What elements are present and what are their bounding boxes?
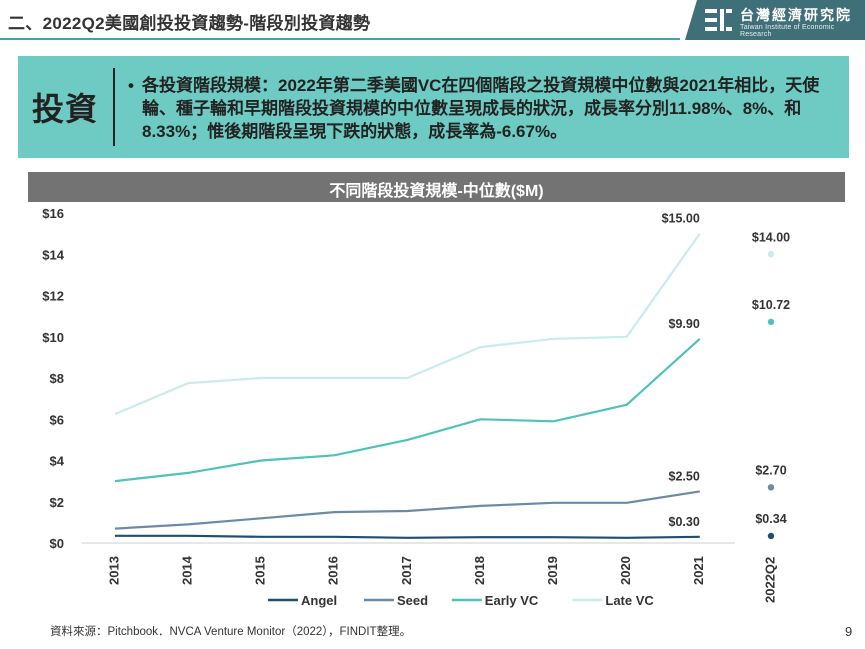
y-tick-label: $12	[42, 289, 64, 304]
data-label-2021: $15.00	[662, 212, 700, 226]
x-tick-label: 2017	[399, 556, 414, 585]
y-tick-label: $2	[50, 495, 64, 510]
data-label-2022q2: $14.00	[752, 230, 790, 244]
summary-label: 投資	[32, 91, 99, 127]
series-line-angel	[115, 534, 700, 539]
chart-title-banner: 不同階段投資規模-中位數($M)	[28, 172, 845, 202]
logo-text: 台灣經濟研究院	[740, 7, 852, 23]
legend-label: Late VC	[605, 593, 654, 608]
y-tick-label: $10	[42, 330, 64, 345]
x-tick-label: 2020	[618, 556, 633, 585]
summary-divider	[113, 68, 115, 146]
x-tick-label-2022q2: 2022Q2	[762, 557, 777, 603]
x-tick-label: 2018	[472, 556, 487, 585]
header-divider	[0, 38, 680, 40]
data-label-2022q2: $0.34	[755, 512, 786, 526]
line-chart: $0 $2 $4 $6 $8 $10 $12 $14 $16 2013 2014 2015 2016 20…	[42, 206, 790, 608]
x-tick-label: 2016	[326, 556, 341, 585]
x-tick-label: 2021	[691, 556, 706, 585]
summary-box: 投資 各投資階段規模：2022年第二季美國VC在四個階段之投資規模中位數與202…	[18, 56, 849, 158]
x-tick-label: 2013	[106, 556, 121, 585]
logo-icon	[705, 9, 732, 31]
legend-label: Early VC	[485, 593, 539, 608]
data-point-2022q2	[767, 251, 775, 258]
logo-subtitle: Taiwan Institute of Economic Research	[740, 24, 835, 38]
y-tick-label: $8	[50, 371, 64, 386]
data-point-2022q2	[767, 532, 775, 540]
chart-title: 不同階段投資規模-中位數($M)	[329, 183, 544, 200]
legend-label: Angel	[301, 593, 337, 608]
page-title: 二、2022Q2美國創投投資趨勢-階段別投資趨勢	[8, 14, 371, 33]
data-label-2022q2: $2.70	[755, 463, 786, 477]
data-point-2022q2	[767, 318, 775, 326]
x-tick-label: 2019	[545, 556, 560, 585]
data-label-2021: $0.30	[669, 515, 700, 529]
y-tick-label: $14	[42, 247, 64, 262]
y-tick-label: $4	[50, 454, 65, 469]
summary-text: 各投資階段規模：2022年第二季美國VC在四個階段之投資規模中位數與2021年相…	[128, 74, 842, 143]
data-point-2022q2	[767, 484, 775, 491]
series-line-early-vc	[114, 337, 701, 483]
y-tick-label: $16	[42, 206, 64, 221]
y-tick-label: $6	[50, 412, 64, 427]
source-note: 資料來源：Pitchbook．NVCA Venture Monitor（2022…	[50, 626, 412, 638]
x-tick-label: 2014	[180, 555, 195, 585]
data-label-2021: $9.90	[669, 317, 700, 331]
data-label-2022q2: $10.72	[752, 298, 790, 312]
legend-label: Seed	[397, 593, 428, 608]
series-line-seed	[114, 490, 700, 530]
data-label-2021: $2.50	[669, 469, 700, 483]
y-tick-label: $0	[50, 536, 64, 551]
series-line-late-vc	[114, 232, 701, 416]
x-tick-label: 2015	[253, 556, 268, 585]
page-number: 9	[845, 624, 853, 639]
header: 二、2022Q2美國創投投資趨勢-階段別投資趨勢 台灣經濟研究院 Taiwan …	[0, 0, 865, 40]
